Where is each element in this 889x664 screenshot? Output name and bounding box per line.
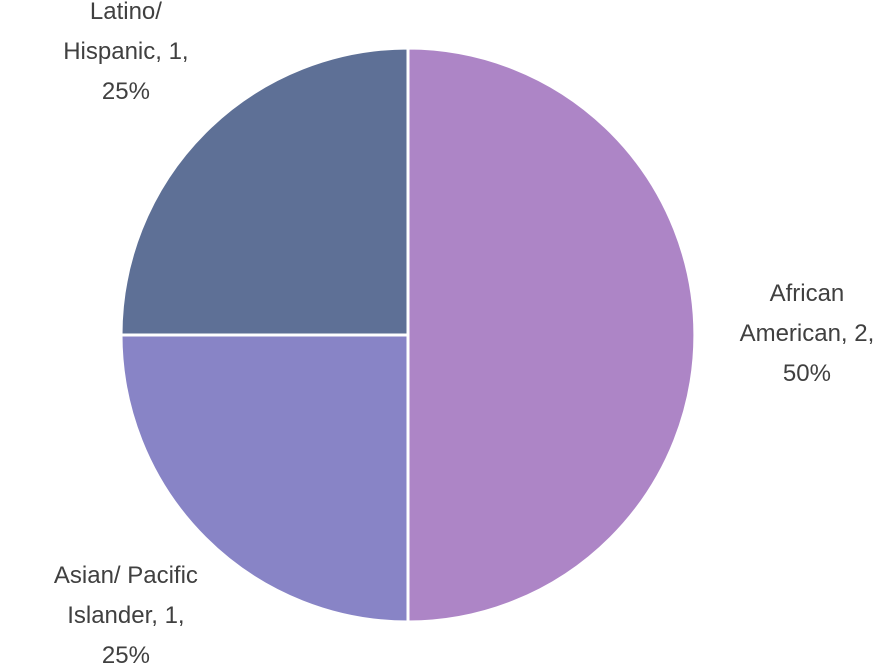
data-label-line: Asian/ Pacific — [54, 562, 198, 589]
data-label: Asian/ Pacific Islander, 1, 25% — [54, 562, 198, 664]
data-label-line: Hispanic, 1, — [63, 38, 188, 65]
data-label-line: 50% — [783, 360, 831, 387]
data-label-line: Islander, 1, — [67, 602, 184, 629]
data-label-line: American, 2, — [740, 320, 875, 347]
data-label-line: Latino/ — [90, 0, 162, 25]
pie-slice — [406, 46, 697, 624]
data-label-line: 25% — [102, 78, 150, 105]
data-label-line: 25% — [102, 642, 150, 664]
pie-slice — [119, 333, 410, 624]
data-label: Latino/Hispanic, 1, 25% — [63, 0, 188, 105]
pie-slice — [119, 46, 410, 337]
data-label-line: African — [770, 280, 845, 307]
data-label: African American, 2, 50% — [740, 280, 875, 387]
